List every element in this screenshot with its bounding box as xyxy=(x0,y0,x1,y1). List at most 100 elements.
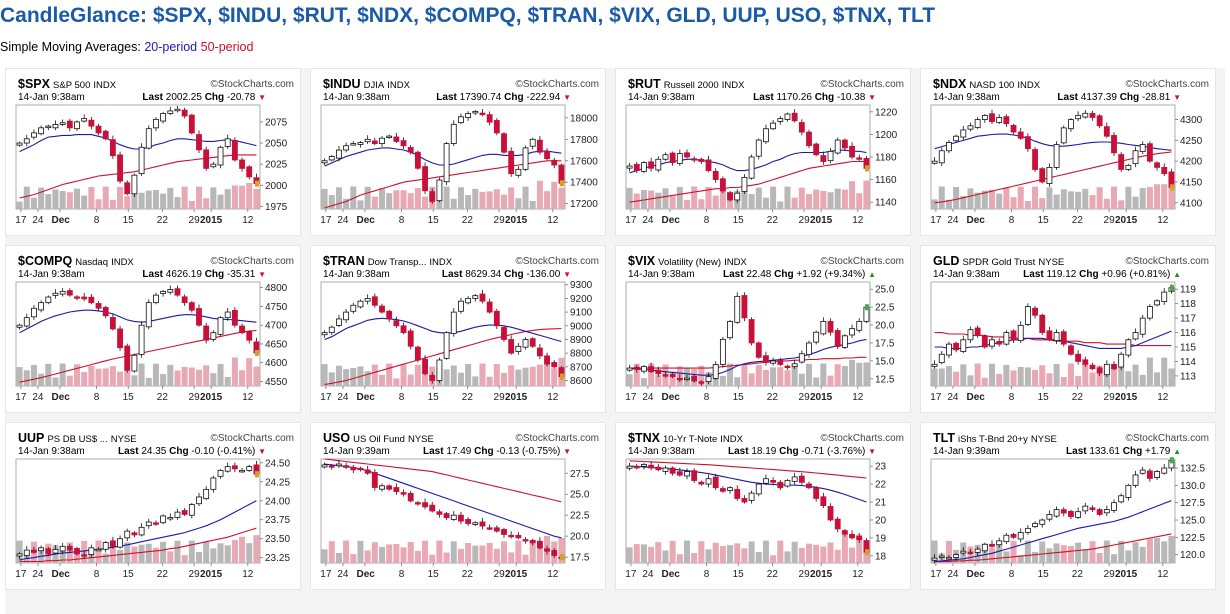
chart-symbol[interactable]: UUP xyxy=(18,431,45,445)
chart-symbol[interactable]: GLD xyxy=(933,254,960,268)
volume-bar xyxy=(529,540,536,563)
candle-down xyxy=(655,369,662,375)
candle-down xyxy=(124,182,131,195)
chart-panel[interactable]: UUP PS DB US$ ... NYSE ©StockCharts.com 14… xyxy=(5,422,301,590)
chart-symbol[interactable]: $VIX xyxy=(628,254,656,268)
chart-exchange: INDX xyxy=(720,434,743,445)
chart-symbol[interactable]: TLT xyxy=(933,431,955,445)
volume-bar xyxy=(1039,198,1046,209)
x-tick-label: 24 xyxy=(337,215,349,226)
chart-panel[interactable]: GLD SPDR Gold Trust NYSE ©StockCharts.com… xyxy=(920,245,1216,413)
chart-panel[interactable]: TLT iShs T-Bnd 20+y NYSE ©StockCharts.com… xyxy=(920,422,1216,590)
chart-exchange: INDX xyxy=(111,257,134,268)
candle-up xyxy=(167,289,174,293)
chart-panel[interactable]: $TNX 10-Yr T-Note INDX ©StockCharts.com 14… xyxy=(615,422,911,590)
plot-frame xyxy=(930,104,1176,210)
x-tick-label: 2015 xyxy=(1115,215,1138,226)
chart-panel[interactable]: $SPX S&P 500 INDX ©StockCharts.com 14-Jan … xyxy=(5,68,301,236)
candle-up xyxy=(1125,339,1132,356)
volume-bar xyxy=(364,550,371,563)
chart-symbol[interactable]: $COMPQ xyxy=(18,254,73,268)
chart-symbol[interactable]: $TRAN xyxy=(323,254,365,268)
volume-bar xyxy=(508,365,515,386)
candle-up xyxy=(343,311,350,321)
candle-up xyxy=(946,142,952,152)
candle-up xyxy=(443,332,450,359)
chart-symbol[interactable]: $SPX xyxy=(18,77,50,91)
candle-down xyxy=(515,534,522,539)
volume-bar xyxy=(450,198,457,209)
last-price-marker xyxy=(865,549,869,556)
volume-bar xyxy=(741,363,748,386)
candle-down xyxy=(400,325,407,334)
candlestick-chart: 2075 2050 2025 2000 1975 17 24 Dec 8 15 22 29 2015 12 xyxy=(15,104,288,226)
candle-up xyxy=(210,332,217,340)
candle-up xyxy=(203,488,210,500)
chart-time: 14-Jan 9:38am xyxy=(628,269,695,280)
volume-bar xyxy=(1146,187,1153,209)
y-tick-label: 25.0 xyxy=(570,490,590,501)
sma50-line xyxy=(19,154,257,199)
candle-up xyxy=(472,295,479,299)
sma50-line xyxy=(934,151,1172,204)
volume-bar xyxy=(443,186,450,209)
volume-bar xyxy=(945,366,952,386)
candle-up xyxy=(379,137,385,144)
volume-bar xyxy=(777,367,784,386)
candle-up xyxy=(946,343,952,356)
x-tick-label: Dec xyxy=(357,569,376,580)
volume-bar xyxy=(1139,188,1146,209)
candle-up xyxy=(755,139,762,157)
volume-bar xyxy=(1118,540,1125,563)
volume-bar xyxy=(393,190,400,209)
candle-down xyxy=(1146,470,1153,479)
chart-last-value: 2002.25 xyxy=(165,92,202,103)
chart-panel[interactable]: $INDU DJIA INDX ©StockCharts.com 14-Jan 9:… xyxy=(310,68,606,236)
chart-source: ©StockCharts.com xyxy=(820,256,904,267)
x-tick-label: 15 xyxy=(733,392,745,403)
chart-header: $TNX 10-Yr T-Note INDX xyxy=(628,431,743,445)
volume-bar xyxy=(45,194,52,209)
chart-panel[interactable]: $RUT Russell 2000 INDX ©StockCharts.com 14… xyxy=(615,68,911,236)
candle-down xyxy=(719,488,726,492)
volume-bar xyxy=(400,547,407,563)
chart-security-name: SPDR Gold Trust xyxy=(962,257,1036,268)
chart-symbol[interactable]: $RUT xyxy=(628,77,661,91)
candle-up xyxy=(748,156,755,179)
candle-down xyxy=(1039,314,1046,333)
candle-down xyxy=(486,114,493,123)
chart-source-label: StockCharts.com xyxy=(522,433,599,444)
chart-panel[interactable]: $VIX Volatility (New) INDX ©StockCharts.c… xyxy=(615,245,911,413)
volume-bar xyxy=(443,369,450,386)
plot-frame xyxy=(930,458,1176,564)
candle-down xyxy=(1089,112,1096,118)
volume-bar xyxy=(239,536,246,563)
chart-panel[interactable]: $NDX NASD 100 INDX ©StockCharts.com 14-Jan… xyxy=(920,68,1216,236)
chart-panel[interactable]: $COMPQ Nasdaq INDX ©StockCharts.com 14-Jan… xyxy=(5,245,301,413)
candle-down xyxy=(813,143,820,156)
sma20-line xyxy=(629,149,867,174)
candle-down xyxy=(1010,124,1017,133)
chart-panel[interactable]: $TRAN Dow Transp... INDX ©StockCharts.com… xyxy=(310,245,606,413)
chart-panel[interactable]: USO US Oil Fund NYSE ©StockCharts.com 14-J… xyxy=(310,422,606,590)
sma-legend: Simple Moving Averages: 20-period 50-per… xyxy=(0,40,253,54)
chart-symbol[interactable]: $TNX xyxy=(628,431,660,445)
y-tick-label: 23.25 xyxy=(265,553,290,564)
chart-symbol[interactable]: $NDX xyxy=(933,77,967,91)
volume-bar xyxy=(1125,186,1132,209)
candle-up xyxy=(23,138,30,144)
y-tick-label: 23.50 xyxy=(265,534,290,545)
volume-bar xyxy=(777,201,784,209)
candle-up xyxy=(210,163,217,168)
volume-bar xyxy=(224,545,231,563)
candle-down xyxy=(371,296,378,306)
chart-last-value: 4626.19 xyxy=(165,269,202,280)
chart-source: ©StockCharts.com xyxy=(515,256,599,267)
x-tick-label: 15 xyxy=(733,569,745,580)
chart-header: $RUT Russell 2000 INDX xyxy=(628,77,744,91)
x-tick-label: 29 xyxy=(189,392,201,403)
chart-symbol[interactable]: $INDU xyxy=(323,77,361,91)
candle-up xyxy=(626,465,633,469)
chart-symbol[interactable]: USO xyxy=(323,431,351,445)
candle-up xyxy=(52,124,59,129)
